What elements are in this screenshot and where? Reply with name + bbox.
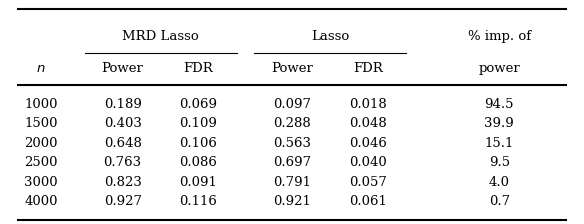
Text: 0.927: 0.927: [103, 195, 142, 208]
Text: 3000: 3000: [24, 176, 58, 189]
Text: 0.403: 0.403: [104, 117, 141, 130]
Text: 0.040: 0.040: [349, 156, 387, 169]
Text: 0.763: 0.763: [103, 156, 142, 169]
Text: 0.048: 0.048: [349, 117, 387, 130]
Text: 0.921: 0.921: [273, 195, 311, 208]
Text: 0.109: 0.109: [180, 117, 217, 130]
Text: 0.046: 0.046: [349, 137, 387, 150]
Text: 0.823: 0.823: [104, 176, 141, 189]
Text: 0.097: 0.097: [273, 98, 311, 111]
Text: $n$: $n$: [36, 62, 46, 75]
Text: FDR: FDR: [353, 62, 383, 75]
Text: 0.069: 0.069: [179, 98, 218, 111]
Text: Power: Power: [271, 62, 313, 75]
Text: 15.1: 15.1: [485, 137, 514, 150]
Text: 0.288: 0.288: [273, 117, 311, 130]
Text: 0.697: 0.697: [273, 156, 311, 169]
Text: Lasso: Lasso: [311, 30, 349, 43]
Text: 0.791: 0.791: [273, 176, 311, 189]
Text: MRD Lasso: MRD Lasso: [122, 30, 199, 43]
Text: 0.563: 0.563: [273, 137, 311, 150]
Text: 0.091: 0.091: [180, 176, 217, 189]
Text: 0.086: 0.086: [180, 156, 217, 169]
Text: 0.189: 0.189: [104, 98, 141, 111]
Text: 4000: 4000: [24, 195, 58, 208]
Text: 39.9: 39.9: [485, 117, 514, 130]
Text: 0.018: 0.018: [349, 98, 387, 111]
Text: power: power: [478, 62, 520, 75]
Text: 0.057: 0.057: [349, 176, 387, 189]
Text: % imp. of: % imp. of: [468, 30, 531, 43]
Text: 0.7: 0.7: [489, 195, 510, 208]
Text: 1000: 1000: [24, 98, 58, 111]
Text: 0.106: 0.106: [180, 137, 217, 150]
Text: 94.5: 94.5: [485, 98, 514, 111]
Text: 4.0: 4.0: [489, 176, 510, 189]
Text: 0.648: 0.648: [104, 137, 141, 150]
Text: Power: Power: [102, 62, 144, 75]
Text: 2500: 2500: [24, 156, 58, 169]
Text: 9.5: 9.5: [489, 156, 510, 169]
Text: 0.061: 0.061: [349, 195, 387, 208]
Text: 0.116: 0.116: [180, 195, 217, 208]
Text: 2000: 2000: [24, 137, 58, 150]
Text: 1500: 1500: [24, 117, 58, 130]
Text: FDR: FDR: [184, 62, 213, 75]
